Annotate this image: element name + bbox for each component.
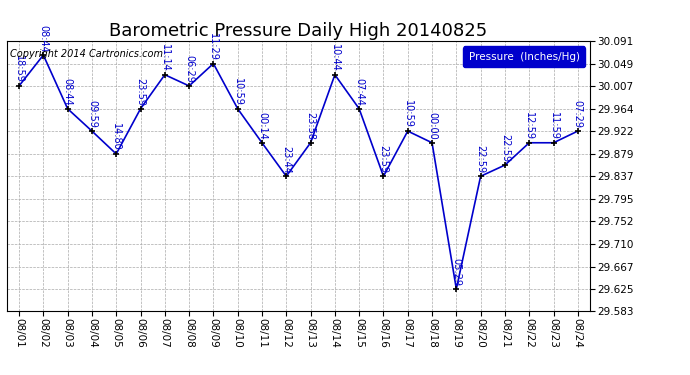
Text: 22:59: 22:59 [500, 134, 510, 162]
Text: 11:29: 11:29 [208, 33, 219, 61]
Text: 10:59: 10:59 [403, 100, 413, 128]
Text: 23:59: 23:59 [378, 146, 388, 174]
Text: 08:44: 08:44 [63, 78, 72, 106]
Text: 07:29: 07:29 [573, 100, 583, 128]
Text: 10:59: 10:59 [233, 78, 243, 106]
Text: 07:44: 07:44 [354, 78, 364, 106]
Text: 18:59: 18:59 [14, 55, 24, 83]
Text: 11:59: 11:59 [549, 112, 558, 140]
Text: 00:00: 00:00 [427, 112, 437, 140]
Text: 23:44: 23:44 [282, 146, 291, 174]
Title: Barometric Pressure Daily High 20140825: Barometric Pressure Daily High 20140825 [109, 22, 488, 40]
Text: 00:14: 00:14 [257, 112, 267, 140]
Text: 05:29: 05:29 [451, 258, 462, 286]
Text: 23:59: 23:59 [135, 78, 146, 106]
Text: 12:59: 12:59 [524, 112, 534, 140]
Text: 11:14: 11:14 [160, 44, 170, 72]
Text: 06:29: 06:29 [184, 55, 194, 83]
Text: 14:80: 14:80 [111, 123, 121, 151]
Text: 10:44: 10:44 [330, 44, 340, 72]
Text: 23:58: 23:58 [306, 112, 315, 140]
Text: 08:44: 08:44 [39, 24, 48, 52]
Legend: Pressure  (Inches/Hg): Pressure (Inches/Hg) [463, 46, 584, 67]
Text: Copyright 2014 Cartronics.com: Copyright 2014 Cartronics.com [10, 50, 163, 59]
Text: 22:59: 22:59 [475, 146, 486, 174]
Text: 09:59: 09:59 [87, 100, 97, 128]
